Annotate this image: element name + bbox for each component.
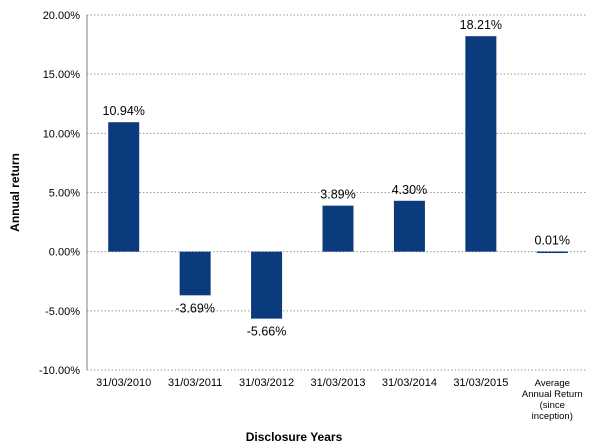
data-label: 18.21% [460, 18, 502, 32]
y-axis-title: Annual return [8, 153, 22, 232]
bar [179, 251, 211, 296]
bars [108, 36, 568, 319]
data-label: -5.66% [247, 325, 287, 339]
x-tick-label: Average Annual Return (since inception) [522, 378, 583, 422]
y-tick-label: 15.00% [43, 69, 81, 81]
x-tick-label: 31/03/2015 [453, 377, 508, 389]
y-tick-label: 20.00% [43, 10, 81, 22]
bar [393, 200, 425, 252]
data-label: -3.69% [175, 301, 215, 315]
data-labels: 10.94% -3.69% -5.66% 3.89% 4.30% 18.21% 0.01% [103, 18, 571, 338]
bar [108, 122, 140, 252]
y-tick-label: 5.00% [49, 188, 80, 200]
x-tick-label: 31/03/2011 [168, 377, 222, 389]
x-tick-label: 31/03/2010 [96, 377, 151, 389]
bar [536, 251, 568, 254]
x-axis-ticks: 31/03/2010 31/03/2011 31/03/2012 31/03/2013… [96, 377, 582, 422]
data-label: 3.89% [320, 188, 355, 202]
y-tick-label: 0.00% [49, 247, 80, 259]
bar [322, 205, 354, 252]
y-tick-label: 10.00% [43, 128, 81, 140]
y-tick-label: -10.00% [39, 365, 80, 377]
gridlines [87, 14, 587, 371]
x-tick-label: 31/03/2012 [239, 377, 294, 389]
x-tick-label: 31/03/2014 [382, 377, 437, 389]
data-label: 0.01% [535, 234, 570, 248]
data-label: 10.94% [103, 104, 145, 118]
x-tick-label: 31/03/2013 [310, 377, 365, 389]
bar [465, 36, 497, 252]
y-tick-label: -5.00% [45, 306, 80, 318]
x-axis-title: Disclosure Years [246, 430, 343, 444]
bar [251, 251, 283, 319]
data-label: 4.30% [392, 183, 427, 197]
y-axis-ticks: 20.00% 15.00% 10.00% 5.00% 0.00% -5.00% -10.00… [39, 10, 80, 377]
